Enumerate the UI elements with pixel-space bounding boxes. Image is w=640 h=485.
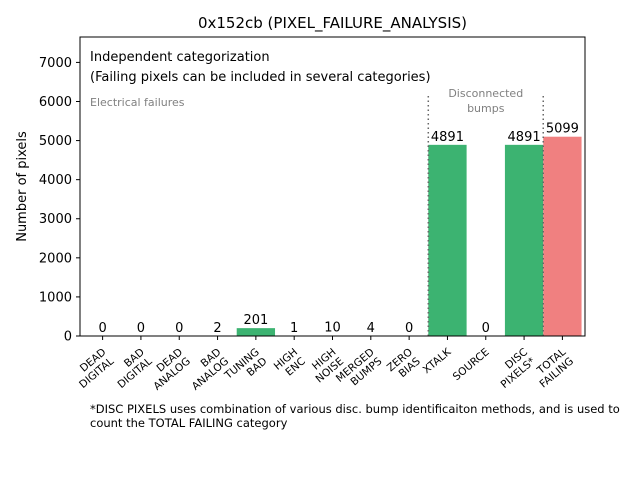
bar-value-label-3: 2 bbox=[213, 321, 221, 336]
x-tick-label-12: TOTALFAILING bbox=[530, 346, 576, 390]
bar-4 bbox=[237, 328, 275, 336]
bar-value-label-6: 10 bbox=[324, 321, 341, 336]
annotation-categorization-2: (Failing pixels can be included in sever… bbox=[90, 70, 431, 85]
x-tick-label-0: DEADDIGITAL bbox=[69, 346, 116, 391]
x-tick-label-9: XTALK bbox=[421, 345, 454, 376]
y-tick-label-7: 7000 bbox=[39, 56, 72, 71]
bar-value-label-2: 0 bbox=[175, 321, 183, 336]
bar-value-label-9: 4891 bbox=[431, 130, 464, 145]
chart-title: 0x152cb (PIXEL_FAILURE_ANALYSIS) bbox=[198, 14, 467, 33]
x-tick-label-1: BADDIGITAL bbox=[108, 346, 155, 391]
x-tick-label-3: BADANALOG bbox=[182, 346, 231, 393]
bar-value-label-11: 4891 bbox=[508, 130, 541, 145]
y-tick-label-5: 5000 bbox=[39, 134, 72, 149]
footnote: *DISC PIXELS uses combination of various… bbox=[90, 402, 635, 430]
x-tick-label-line: SOURCE bbox=[451, 346, 492, 383]
x-tick-label-10: SOURCE bbox=[451, 346, 492, 383]
bar-value-label-10: 0 bbox=[482, 321, 490, 336]
bar-12 bbox=[543, 137, 581, 336]
x-tick-label-8: ZEROBIAS bbox=[385, 346, 423, 383]
y-tick-label-3: 3000 bbox=[39, 212, 72, 227]
bar-value-label-7: 4 bbox=[367, 321, 375, 336]
bar-value-label-1: 0 bbox=[137, 321, 145, 336]
y-tick-label-4: 4000 bbox=[39, 173, 72, 188]
x-tick-label-line: XTALK bbox=[421, 345, 454, 376]
x-tick-label-2: DEADANALOG bbox=[144, 346, 193, 393]
x-tick-label-5: HIGHENC bbox=[272, 346, 308, 382]
y-tick-label-0: 0 bbox=[64, 330, 72, 345]
x-tick-label-4: TUNINGBAD bbox=[222, 346, 270, 391]
annotation-disconnected-1: Disconnected bbox=[448, 87, 523, 100]
y-tick-label-6: 6000 bbox=[39, 95, 72, 110]
y-axis-label: Number of pixels bbox=[15, 131, 30, 242]
y-tick-label-2: 2000 bbox=[39, 251, 72, 266]
bar-value-label-12: 5099 bbox=[546, 122, 579, 137]
bar-11 bbox=[505, 145, 543, 336]
bar-value-label-8: 0 bbox=[405, 321, 413, 336]
bar-9 bbox=[428, 145, 466, 336]
bar-value-label-0: 0 bbox=[98, 321, 106, 336]
x-tick-label-11: DISCPIXELS* bbox=[491, 346, 538, 391]
annotation-disconnected-2: bumps bbox=[467, 102, 505, 115]
annotation-categorization-1: Independent categorization bbox=[90, 50, 270, 65]
x-tick-label-7: MERGEDBUMPS bbox=[334, 346, 385, 394]
bar-value-label-4: 201 bbox=[243, 313, 268, 328]
annotation-electrical: Electrical failures bbox=[90, 96, 185, 109]
bar-value-label-5: 1 bbox=[290, 321, 298, 336]
y-tick-label-1: 1000 bbox=[39, 290, 72, 305]
